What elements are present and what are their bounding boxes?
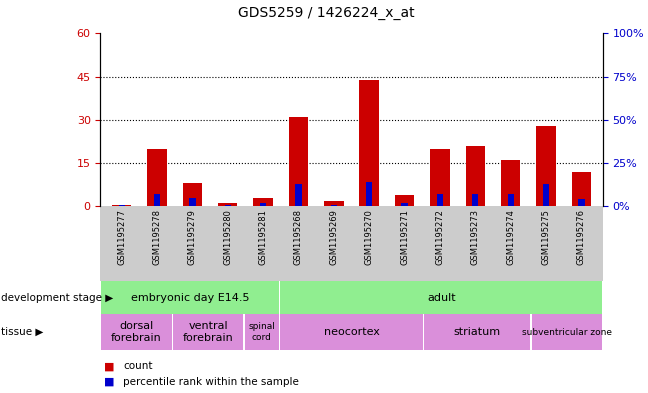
Bar: [543, 184, 549, 206]
Text: GDS5259 / 1426224_x_at: GDS5259 / 1426224_x_at: [238, 6, 415, 20]
Bar: [360, 79, 379, 206]
Bar: [437, 194, 443, 206]
Bar: [324, 200, 343, 206]
Bar: [218, 204, 237, 206]
Bar: [289, 117, 308, 206]
Bar: [260, 203, 266, 206]
Bar: [147, 149, 167, 206]
Text: ■: ■: [104, 377, 114, 387]
Bar: [402, 203, 408, 206]
Bar: [330, 205, 337, 206]
Bar: [430, 149, 450, 206]
Bar: [578, 199, 584, 206]
Bar: [572, 172, 591, 206]
Text: development stage ▶: development stage ▶: [1, 293, 113, 303]
Text: count: count: [123, 361, 153, 371]
Text: adult: adult: [427, 293, 456, 303]
Bar: [295, 184, 301, 206]
Bar: [366, 182, 373, 206]
Text: percentile rank within the sample: percentile rank within the sample: [123, 377, 299, 387]
Bar: [189, 198, 196, 206]
Bar: [154, 194, 160, 206]
Bar: [395, 195, 414, 206]
Bar: [466, 146, 485, 206]
Bar: [119, 205, 125, 206]
Bar: [183, 183, 202, 206]
Bar: [112, 205, 132, 206]
Text: neocortex: neocortex: [323, 327, 380, 337]
Text: striatum: striatum: [454, 327, 501, 337]
Text: embryonic day E14.5: embryonic day E14.5: [131, 293, 249, 303]
Bar: [501, 160, 520, 206]
Bar: [507, 194, 514, 206]
Text: tissue ▶: tissue ▶: [1, 327, 43, 337]
Text: dorsal
forebrain: dorsal forebrain: [111, 321, 162, 343]
Text: subventricular zone: subventricular zone: [522, 328, 612, 336]
Text: ventral
forebrain: ventral forebrain: [183, 321, 233, 343]
Text: spinal
cord: spinal cord: [248, 322, 275, 342]
Bar: [472, 194, 478, 206]
Bar: [253, 198, 273, 206]
Bar: [225, 205, 231, 206]
Bar: [537, 126, 556, 206]
Text: ■: ■: [104, 361, 114, 371]
